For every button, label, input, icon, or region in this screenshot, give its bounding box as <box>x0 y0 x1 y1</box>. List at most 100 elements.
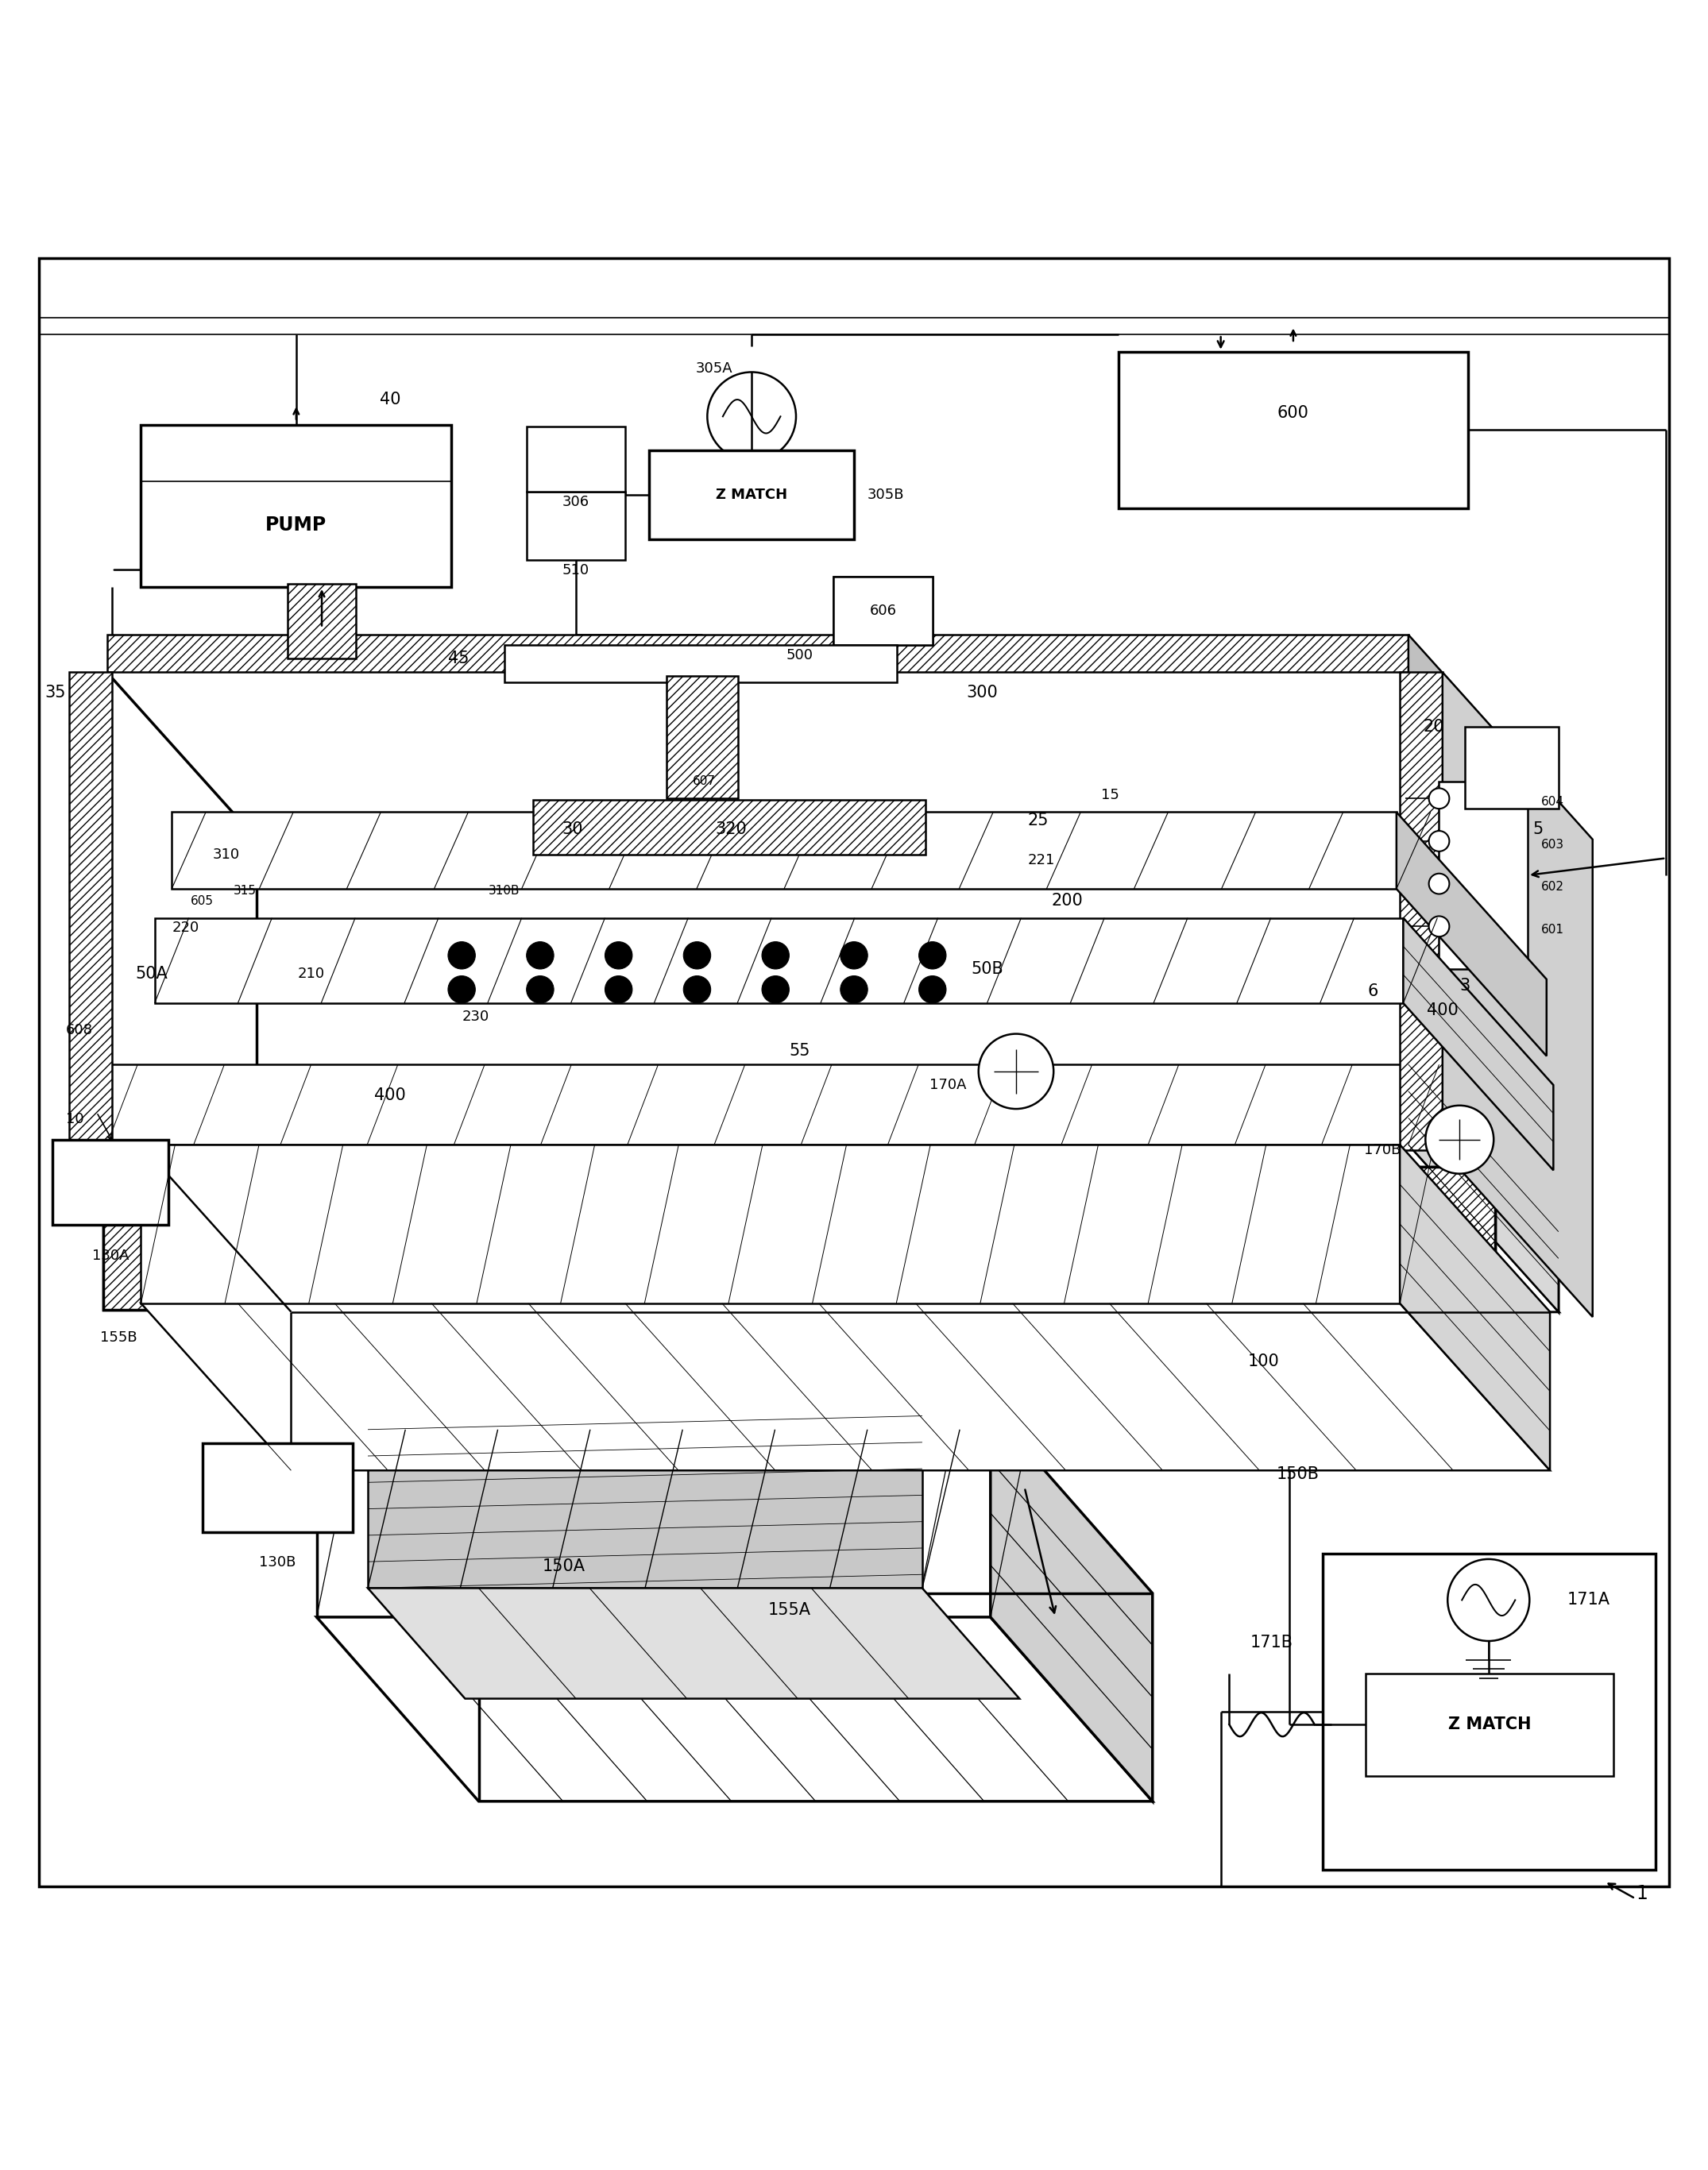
Text: 155B: 155B <box>101 1330 137 1345</box>
Text: 55: 55 <box>789 1044 810 1059</box>
Bar <box>526 427 625 490</box>
Polygon shape <box>108 1146 1558 1313</box>
Bar <box>1119 352 1469 508</box>
Bar <box>504 644 897 684</box>
Text: 220: 220 <box>173 920 198 935</box>
Bar <box>834 577 933 644</box>
Polygon shape <box>142 1304 1549 1471</box>
Text: 400: 400 <box>374 1087 407 1102</box>
Text: 230: 230 <box>461 1009 488 1024</box>
Text: 20: 20 <box>1423 718 1445 736</box>
Polygon shape <box>1397 812 1546 1057</box>
Circle shape <box>840 942 868 970</box>
Bar <box>533 801 926 855</box>
Text: 50A: 50A <box>135 966 167 983</box>
Circle shape <box>605 942 632 970</box>
Circle shape <box>919 977 946 1003</box>
Circle shape <box>683 942 711 970</box>
Text: 25: 25 <box>1028 814 1049 829</box>
Bar <box>173 812 1397 890</box>
Text: 35: 35 <box>44 686 67 701</box>
Bar <box>70 673 113 1150</box>
Circle shape <box>447 942 475 970</box>
Bar <box>202 1443 352 1532</box>
Text: 40: 40 <box>379 391 401 408</box>
Bar <box>108 673 1409 1146</box>
Polygon shape <box>991 1408 1153 1801</box>
Bar <box>142 1146 1401 1304</box>
Bar <box>1440 781 1527 970</box>
Text: 50B: 50B <box>970 961 1003 977</box>
Text: 150B: 150B <box>1276 1467 1319 1482</box>
Text: 130A: 130A <box>92 1248 128 1263</box>
Bar <box>649 451 854 538</box>
Text: 607: 607 <box>692 775 716 788</box>
Polygon shape <box>1409 673 1558 1313</box>
Text: 500: 500 <box>786 649 813 662</box>
Text: 400: 400 <box>1426 1003 1459 1018</box>
Text: 320: 320 <box>716 820 746 838</box>
Text: 603: 603 <box>1541 838 1565 851</box>
Text: 5: 5 <box>1532 820 1544 838</box>
Bar <box>526 490 625 560</box>
Text: 305B: 305B <box>868 488 905 501</box>
Polygon shape <box>367 1588 1020 1699</box>
Bar <box>155 918 1404 1003</box>
Bar <box>666 675 738 799</box>
Bar <box>1401 673 1443 1150</box>
Text: 510: 510 <box>562 562 589 577</box>
Bar <box>316 1408 991 1617</box>
Circle shape <box>1430 916 1450 937</box>
Polygon shape <box>1409 636 1558 840</box>
Circle shape <box>683 977 711 1003</box>
Text: 600: 600 <box>1278 406 1308 421</box>
Text: 155A: 155A <box>767 1601 811 1619</box>
Bar <box>104 1194 214 1311</box>
Text: 310B: 310B <box>488 885 519 896</box>
Circle shape <box>1430 831 1450 851</box>
Circle shape <box>1430 788 1450 809</box>
Bar <box>108 1065 1409 1146</box>
Bar <box>1226 1167 1496 1439</box>
Text: Z MATCH: Z MATCH <box>1448 1716 1530 1732</box>
Text: 130B: 130B <box>260 1556 295 1569</box>
Text: 601: 601 <box>1541 924 1565 935</box>
Text: 170A: 170A <box>929 1078 967 1092</box>
Text: 315: 315 <box>234 885 256 896</box>
Text: 604: 604 <box>1541 796 1565 807</box>
Bar <box>834 577 933 644</box>
Bar <box>1465 727 1558 809</box>
Circle shape <box>979 1033 1054 1109</box>
Polygon shape <box>1443 673 1592 1317</box>
Text: 171A: 171A <box>1566 1593 1611 1608</box>
Text: 300: 300 <box>967 686 997 701</box>
Text: 6: 6 <box>1366 983 1378 998</box>
Polygon shape <box>1409 1065 1558 1313</box>
Circle shape <box>707 371 796 460</box>
Bar <box>53 1139 169 1224</box>
Polygon shape <box>1401 1146 1549 1471</box>
Circle shape <box>840 977 868 1003</box>
Circle shape <box>1426 1105 1494 1174</box>
Text: PUMP: PUMP <box>265 516 326 536</box>
Text: 221: 221 <box>1028 853 1056 868</box>
Text: 200: 200 <box>1052 892 1083 909</box>
Text: 10: 10 <box>67 1111 84 1126</box>
Circle shape <box>919 942 946 970</box>
Text: 3: 3 <box>1459 979 1471 994</box>
Bar <box>287 584 355 660</box>
Text: 171B: 171B <box>1250 1634 1293 1651</box>
Circle shape <box>447 977 475 1003</box>
Text: 100: 100 <box>1247 1354 1279 1369</box>
Circle shape <box>526 942 553 970</box>
Polygon shape <box>316 1617 1153 1801</box>
Text: 45: 45 <box>447 651 468 666</box>
Bar <box>104 1194 214 1311</box>
Text: 606: 606 <box>869 603 897 618</box>
Polygon shape <box>108 1146 1558 1313</box>
Text: 30: 30 <box>562 820 582 838</box>
Circle shape <box>526 977 553 1003</box>
Circle shape <box>605 977 632 1003</box>
Text: 305A: 305A <box>695 362 733 375</box>
Bar <box>1324 1554 1655 1871</box>
